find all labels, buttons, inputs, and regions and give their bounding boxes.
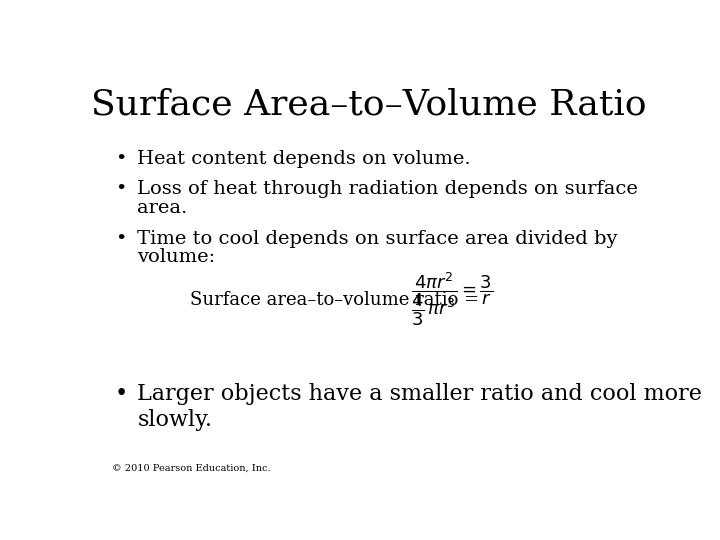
Text: •: •: [115, 383, 128, 405]
Text: •: •: [115, 230, 127, 247]
Text: Loss of heat through radiation depends on surface: Loss of heat through radiation depends o…: [138, 180, 639, 198]
Text: •: •: [115, 180, 127, 198]
Text: •: •: [115, 150, 127, 168]
Text: © 2010 Pearson Education, Inc.: © 2010 Pearson Education, Inc.: [112, 464, 271, 473]
Text: Larger objects have a smaller ratio and cool more: Larger objects have a smaller ratio and …: [138, 383, 702, 405]
Text: $\dfrac{4\pi r^{2}}{\dfrac{4}{3}\,\pi r^{3}} = \dfrac{3}{r}$: $\dfrac{4\pi r^{2}}{\dfrac{4}{3}\,\pi r^…: [411, 271, 493, 328]
Text: Surface area–to–volume ratio =: Surface area–to–volume ratio =: [190, 291, 485, 309]
Text: Time to cool depends on surface area divided by: Time to cool depends on surface area div…: [138, 230, 618, 247]
Text: slowly.: slowly.: [138, 409, 212, 431]
Text: volume:: volume:: [138, 248, 215, 266]
Text: Heat content depends on volume.: Heat content depends on volume.: [138, 150, 471, 168]
Text: Surface Area–to–Volume Ratio: Surface Area–to–Volume Ratio: [91, 87, 647, 122]
Text: area.: area.: [138, 199, 188, 217]
